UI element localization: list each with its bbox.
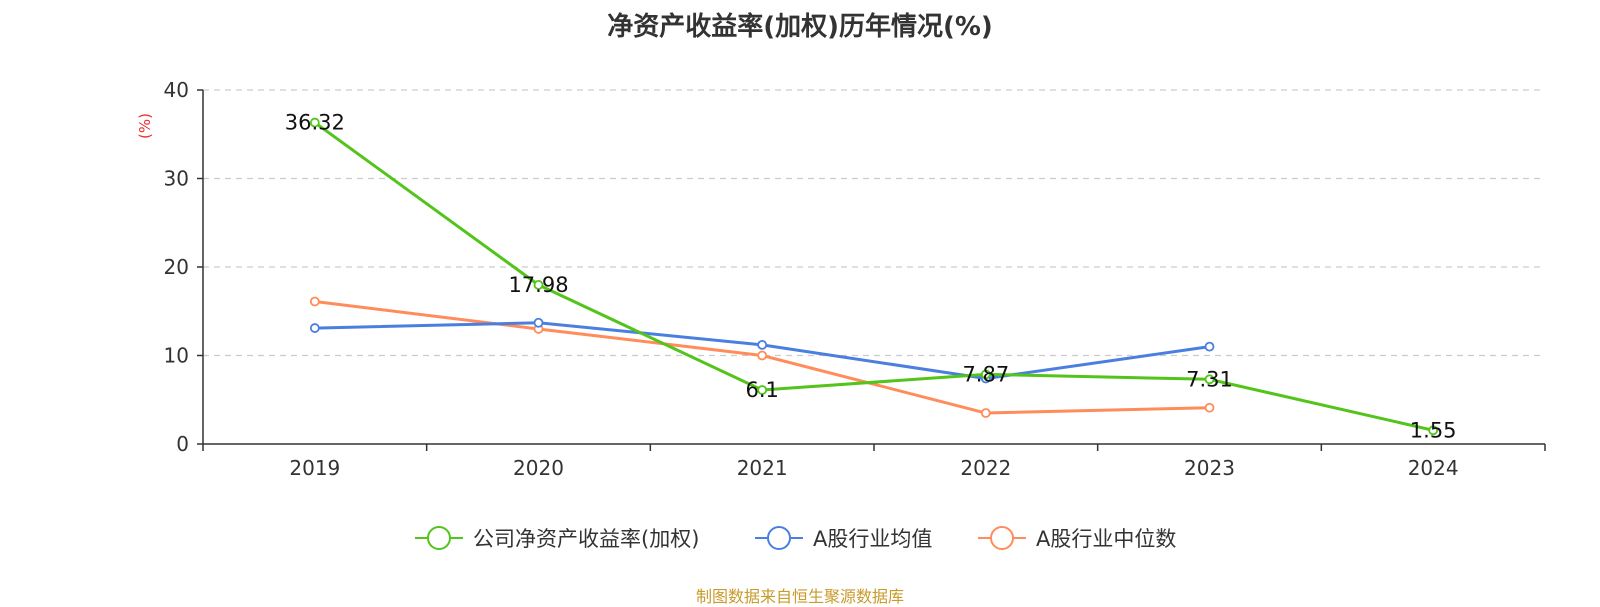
data-point <box>1204 402 1215 413</box>
series-group <box>309 117 1439 436</box>
legend: 公司净资产收益率(加权) A股行业均值 A股行业中位数 <box>415 526 1176 551</box>
data-point <box>980 408 991 418</box>
data-point <box>757 339 768 350</box>
legend-label: A股行业均值 <box>813 527 932 551</box>
x-tick-label: 2021 <box>737 456 788 480</box>
y-tick-label: 20 <box>164 255 189 279</box>
data-point <box>533 317 544 328</box>
y-axis-label: (%) <box>136 113 154 139</box>
data-point <box>757 385 768 395</box>
data-label: 7.87 <box>962 362 1009 386</box>
data-point <box>1428 425 1439 436</box>
data-point <box>1204 374 1215 385</box>
axes: 0 10 20 30 40 (%) 2019 2020 2021 2022 2023 2024 <box>136 78 1546 480</box>
data-point <box>757 350 768 361</box>
data-point <box>980 369 991 380</box>
legend-marker <box>767 526 791 550</box>
data-point <box>533 279 544 290</box>
series-line <box>313 121 1434 432</box>
x-tick-label: 2020 <box>513 456 564 480</box>
legend-label: 公司净资产收益率(加权) <box>473 527 699 551</box>
data-label: 7.31 <box>1186 367 1233 391</box>
source-footer: 制图数据来自恒生聚源数据库 <box>695 587 904 606</box>
y-tick-label: 10 <box>164 344 189 368</box>
x-tick-label: 2024 <box>1408 456 1459 480</box>
chart-title: 净资产收益率(加权)历年情况(%) <box>607 12 993 42</box>
grid-lines <box>203 89 1545 357</box>
y-tick-label: 30 <box>164 167 189 191</box>
data-labels: 36.32 17.98 6.1 7.87 7.31 1.55 <box>285 111 1457 443</box>
data-label: 17.98 <box>508 273 568 297</box>
data-point <box>309 117 320 128</box>
data-point <box>1204 341 1215 352</box>
x-tick-label: 2023 <box>1184 456 1235 480</box>
legend-label: A股行业中位数 <box>1036 527 1176 551</box>
legend-marker <box>990 526 1014 550</box>
data-point <box>309 323 320 333</box>
data-label: 36.32 <box>285 111 345 135</box>
data-point <box>309 296 320 307</box>
legend-marker <box>427 526 451 550</box>
y-tick-label: 0 <box>176 432 189 456</box>
data-label: 6.1 <box>745 378 778 402</box>
y-tick-label: 40 <box>164 78 189 102</box>
x-tick-label: 2019 <box>289 456 340 480</box>
x-tick-label: 2022 <box>960 456 1011 480</box>
data-label: 1.55 <box>1410 418 1457 442</box>
